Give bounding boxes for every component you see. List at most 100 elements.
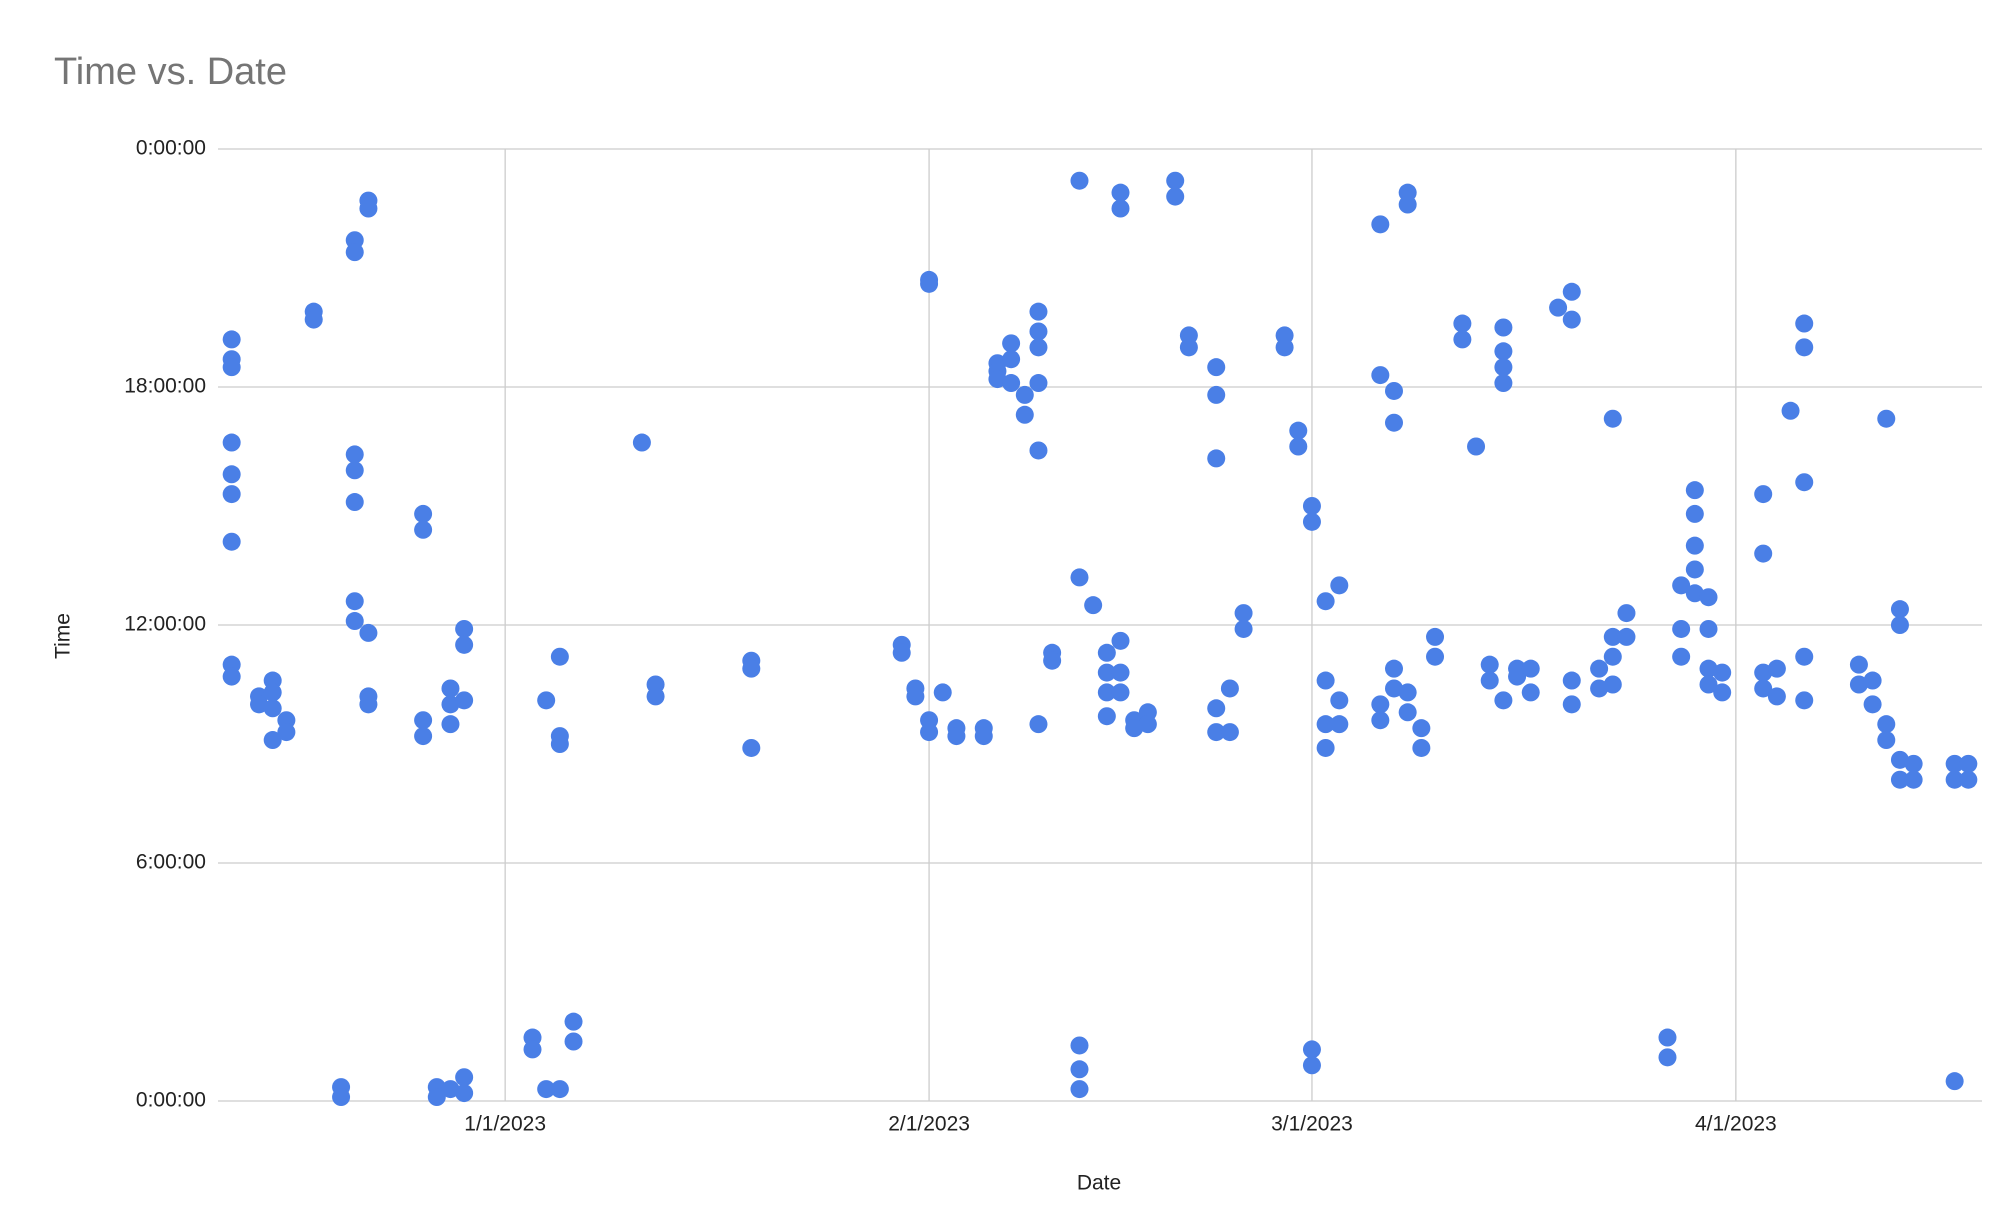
point	[1371, 695, 1390, 714]
point	[1685, 584, 1704, 603]
point	[1111, 199, 1130, 218]
point	[1699, 588, 1718, 607]
point	[1890, 600, 1909, 619]
point	[1754, 485, 1773, 504]
point	[1070, 1060, 1089, 1079]
point	[1043, 651, 1062, 670]
point	[1371, 366, 1390, 385]
point	[1385, 381, 1403, 400]
point	[1863, 671, 1882, 690]
point	[1795, 473, 1814, 492]
point	[646, 687, 665, 706]
point	[1521, 659, 1540, 678]
point	[1097, 663, 1116, 682]
point	[345, 612, 364, 631]
point	[1549, 298, 1568, 317]
point	[1111, 183, 1130, 202]
point	[1494, 358, 1513, 377]
point	[1754, 679, 1773, 698]
point	[414, 504, 433, 523]
chart-title: Time vs. Date	[54, 51, 287, 93]
point	[537, 691, 556, 710]
point	[564, 1032, 583, 1051]
point	[1863, 695, 1882, 714]
y-tick-label: 0:00:00	[136, 137, 206, 160]
point	[550, 735, 569, 753]
point	[1754, 663, 1773, 682]
point	[1699, 675, 1718, 694]
point	[1111, 663, 1130, 682]
point	[1877, 409, 1896, 428]
point	[1002, 334, 1021, 353]
point	[1849, 655, 1868, 674]
point	[1603, 675, 1622, 694]
point	[1877, 731, 1896, 750]
point	[1125, 719, 1144, 738]
point	[1795, 691, 1814, 710]
point	[1398, 195, 1417, 214]
point	[1234, 619, 1253, 638]
point	[1781, 401, 1800, 420]
point	[1302, 512, 1321, 531]
point	[1603, 627, 1622, 646]
point	[1316, 592, 1335, 611]
point	[1234, 604, 1253, 623]
point	[1754, 544, 1773, 563]
point	[1070, 1036, 1089, 1055]
point	[1029, 441, 1048, 460]
point	[742, 738, 761, 757]
point	[1015, 405, 1034, 424]
point	[1029, 374, 1048, 393]
point	[1603, 409, 1622, 428]
point	[1904, 754, 1923, 773]
point	[222, 330, 241, 349]
point	[1015, 385, 1034, 404]
point	[359, 199, 378, 218]
point	[345, 243, 364, 262]
point	[632, 433, 651, 452]
x-tick-label: 2/1/2023	[888, 1113, 970, 1136]
point	[1412, 719, 1431, 738]
point	[277, 723, 296, 742]
point	[1672, 576, 1691, 595]
point	[1685, 504, 1704, 523]
point	[920, 723, 939, 742]
point	[1316, 715, 1335, 734]
point	[1029, 338, 1048, 357]
point	[1795, 338, 1814, 357]
point	[1617, 627, 1636, 646]
point	[441, 715, 460, 734]
point	[1220, 723, 1239, 742]
point	[414, 711, 433, 730]
point	[1029, 302, 1048, 321]
point	[414, 727, 433, 746]
point	[1453, 314, 1472, 333]
point	[1767, 659, 1786, 678]
point	[441, 1080, 460, 1099]
point	[1890, 770, 1909, 789]
point	[455, 1068, 474, 1087]
point	[441, 695, 460, 714]
point	[1002, 350, 1021, 369]
point	[1138, 715, 1157, 734]
point	[359, 623, 378, 642]
point	[1890, 750, 1909, 769]
point	[523, 1040, 542, 1059]
y-axis-label: Time	[52, 613, 75, 659]
point	[1603, 647, 1622, 666]
point	[1330, 715, 1349, 734]
point	[1179, 338, 1198, 357]
point	[263, 683, 282, 702]
point	[1562, 671, 1581, 690]
point	[1207, 699, 1226, 718]
point	[1699, 619, 1718, 638]
point	[1494, 318, 1513, 337]
point	[974, 727, 993, 746]
y-tick-label: 18:00:00	[124, 375, 206, 398]
point	[1029, 715, 1048, 734]
point	[1494, 374, 1513, 393]
point	[222, 433, 241, 452]
point	[537, 1080, 556, 1099]
point	[263, 731, 282, 750]
